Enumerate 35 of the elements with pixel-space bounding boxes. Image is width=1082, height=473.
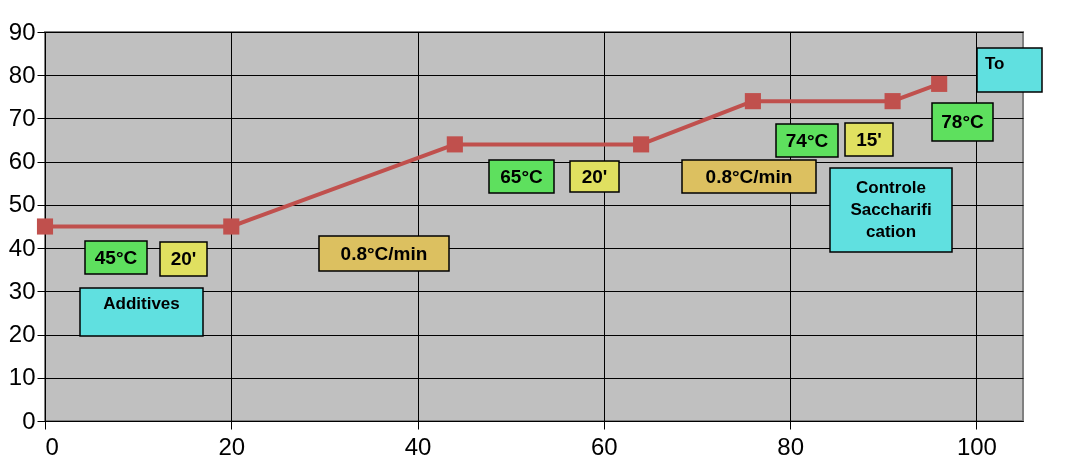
- annotation: 0.8°C/min: [705, 165, 793, 187]
- annotation: 20': [581, 165, 608, 187]
- x-tick-label: 80: [777, 432, 804, 460]
- annotation: 15': [856, 128, 882, 150]
- y-tick-label: 80: [8, 60, 36, 88]
- annotation: Controle Saccharifi cation: [850, 178, 932, 241]
- x-tick-label: 20: [218, 432, 246, 460]
- y-tick-label: 70: [8, 103, 36, 131]
- y-tick-label: 30: [8, 276, 36, 304]
- annotation: Additives: [103, 294, 180, 313]
- annotation: 0.8°C/min: [340, 242, 428, 264]
- y-tick-label: 40: [8, 233, 36, 261]
- point: [744, 93, 761, 110]
- annotation: 78°C: [941, 111, 985, 132]
- annotation: To: [985, 54, 1005, 73]
- y-tick-label: 0: [22, 406, 36, 434]
- annotation: 45°C: [94, 246, 138, 268]
- x-tick-label: 40: [404, 432, 432, 460]
- point: [223, 218, 240, 235]
- annotation: 74°C: [785, 129, 829, 151]
- y-tick-label: 20: [8, 320, 36, 348]
- y-tick-label: 10: [8, 363, 36, 391]
- y-tick-label: 90: [8, 17, 36, 45]
- point: [931, 75, 948, 92]
- point: [884, 93, 901, 110]
- annotation: 65°C: [500, 165, 544, 187]
- y-tick-label: 50: [8, 190, 36, 218]
- point: [633, 136, 650, 153]
- x-tick-label: 0: [45, 432, 59, 460]
- point: [36, 218, 54, 235]
- x-tick-label: 60: [591, 432, 618, 460]
- annotation: 20': [170, 248, 197, 269]
- y-tick-label: 60: [8, 147, 36, 175]
- point: [446, 136, 463, 153]
- x-tick-label: 100: [956, 432, 997, 460]
